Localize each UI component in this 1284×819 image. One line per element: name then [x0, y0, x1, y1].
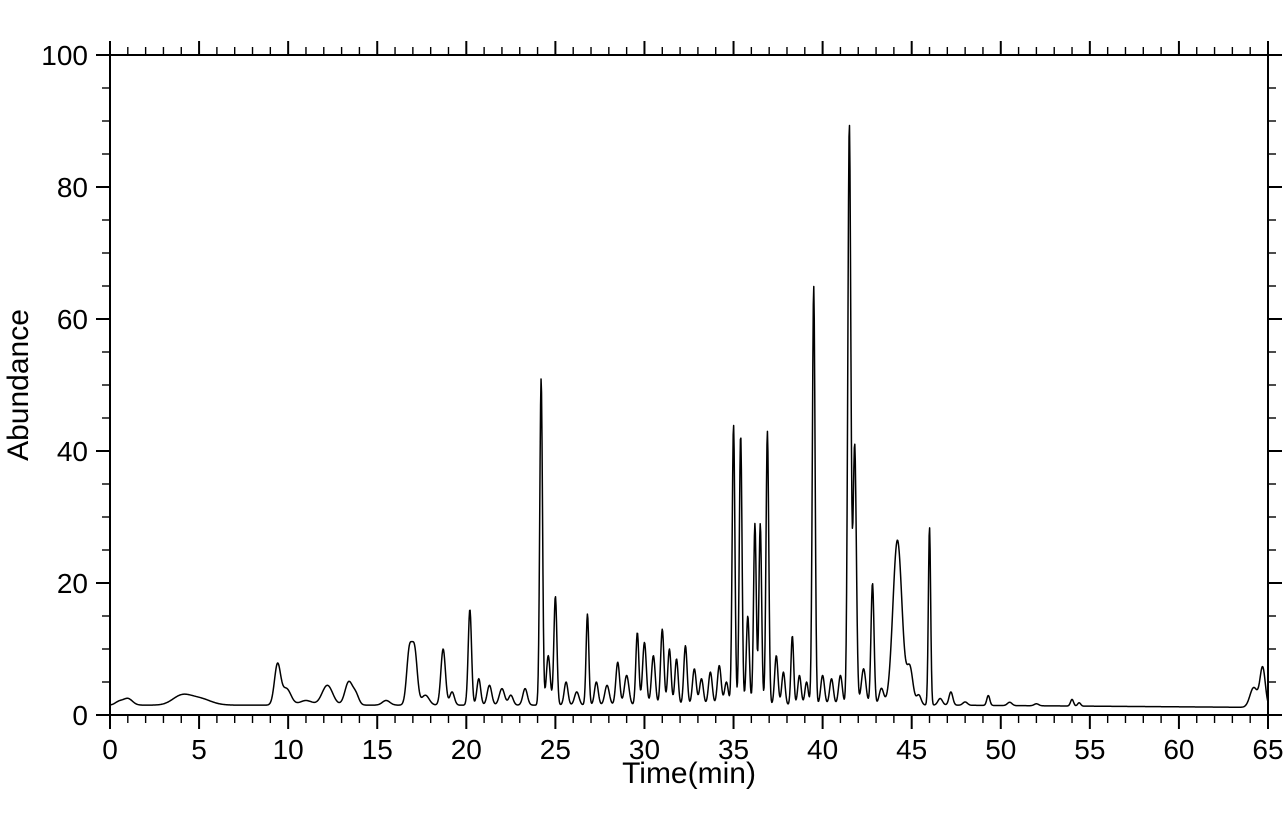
chart-svg: 05101520253035404550556065020406080100Ti…: [0, 0, 1284, 819]
x-tick-label: 0: [102, 734, 118, 765]
x-tick-label: 65: [1252, 734, 1283, 765]
chromatogram-trace: [110, 125, 1268, 707]
x-tick-label: 45: [896, 734, 927, 765]
y-tick-label: 0: [72, 700, 88, 731]
y-tick-label: 100: [41, 40, 88, 71]
y-tick-label: 20: [57, 568, 88, 599]
y-tick-label: 80: [57, 172, 88, 203]
y-tick-label: 40: [57, 436, 88, 467]
ticks-group: [96, 41, 1282, 729]
x-tick-label: 20: [451, 734, 482, 765]
labels-group: 05101520253035404550556065020406080100Ti…: [2, 40, 1284, 790]
x-tick-label: 60: [1163, 734, 1194, 765]
axes-group: [110, 55, 1268, 715]
x-tick-label: 5: [191, 734, 207, 765]
x-tick-label: 50: [985, 734, 1016, 765]
y-axis-label: Abundance: [2, 309, 35, 461]
x-tick-label: 55: [1074, 734, 1105, 765]
x-tick-label: 15: [362, 734, 393, 765]
y-tick-label: 60: [57, 304, 88, 335]
x-tick-label: 10: [273, 734, 304, 765]
plot-frame: [110, 55, 1268, 715]
x-axis-label: Time(min): [622, 757, 756, 790]
chromatogram-chart: 05101520253035404550556065020406080100Ti…: [0, 0, 1284, 819]
x-tick-label: 40: [807, 734, 838, 765]
x-tick-label: 25: [540, 734, 571, 765]
data-series: [110, 125, 1268, 707]
